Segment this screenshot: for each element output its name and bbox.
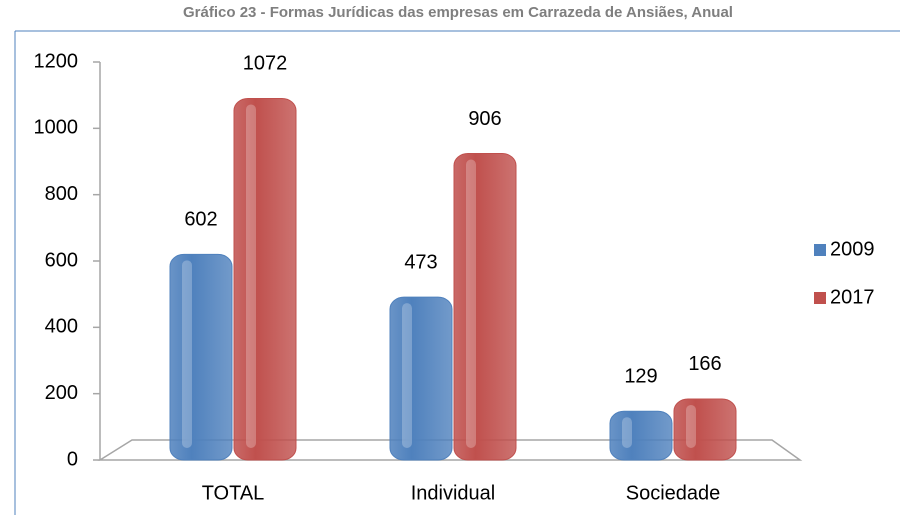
legend-swatch xyxy=(814,292,826,304)
y-tick-label: 1000 xyxy=(34,117,79,139)
x-tick-label: TOTAL xyxy=(202,482,265,504)
data-label: 473 xyxy=(404,251,437,273)
bar xyxy=(453,153,517,461)
x-tick-label: Individual xyxy=(411,482,496,504)
y-tick-label: 0 xyxy=(67,448,78,470)
legend-swatch xyxy=(814,244,826,256)
data-label: 166 xyxy=(688,353,721,375)
chart-title: Gráfico 23 - Formas Jurídicas das empres… xyxy=(183,4,733,21)
bar-highlight xyxy=(686,404,696,448)
bar-highlight xyxy=(622,417,632,448)
legend-label: 2009 xyxy=(830,238,875,260)
bar xyxy=(673,398,737,461)
bar xyxy=(609,410,673,461)
bar xyxy=(389,296,453,461)
y-tick-label: 1200 xyxy=(34,50,79,72)
data-label: 602 xyxy=(184,209,217,231)
y-tick-label: 200 xyxy=(45,382,78,404)
bar xyxy=(233,97,297,461)
legend-label: 2017 xyxy=(830,286,875,308)
bar-highlight xyxy=(182,260,192,448)
y-tick-label: 400 xyxy=(45,316,78,338)
bar-highlight xyxy=(466,159,476,448)
x-tick-label: Sociedade xyxy=(626,482,721,504)
data-label: 1072 xyxy=(243,53,288,75)
y-tick-label: 800 xyxy=(45,183,78,205)
y-tick-label: 600 xyxy=(45,249,78,271)
data-label: 129 xyxy=(624,365,657,387)
bar-highlight xyxy=(402,303,412,448)
data-label: 906 xyxy=(468,108,501,130)
bar-highlight xyxy=(246,104,256,448)
bar xyxy=(169,253,233,461)
floor xyxy=(97,439,803,461)
